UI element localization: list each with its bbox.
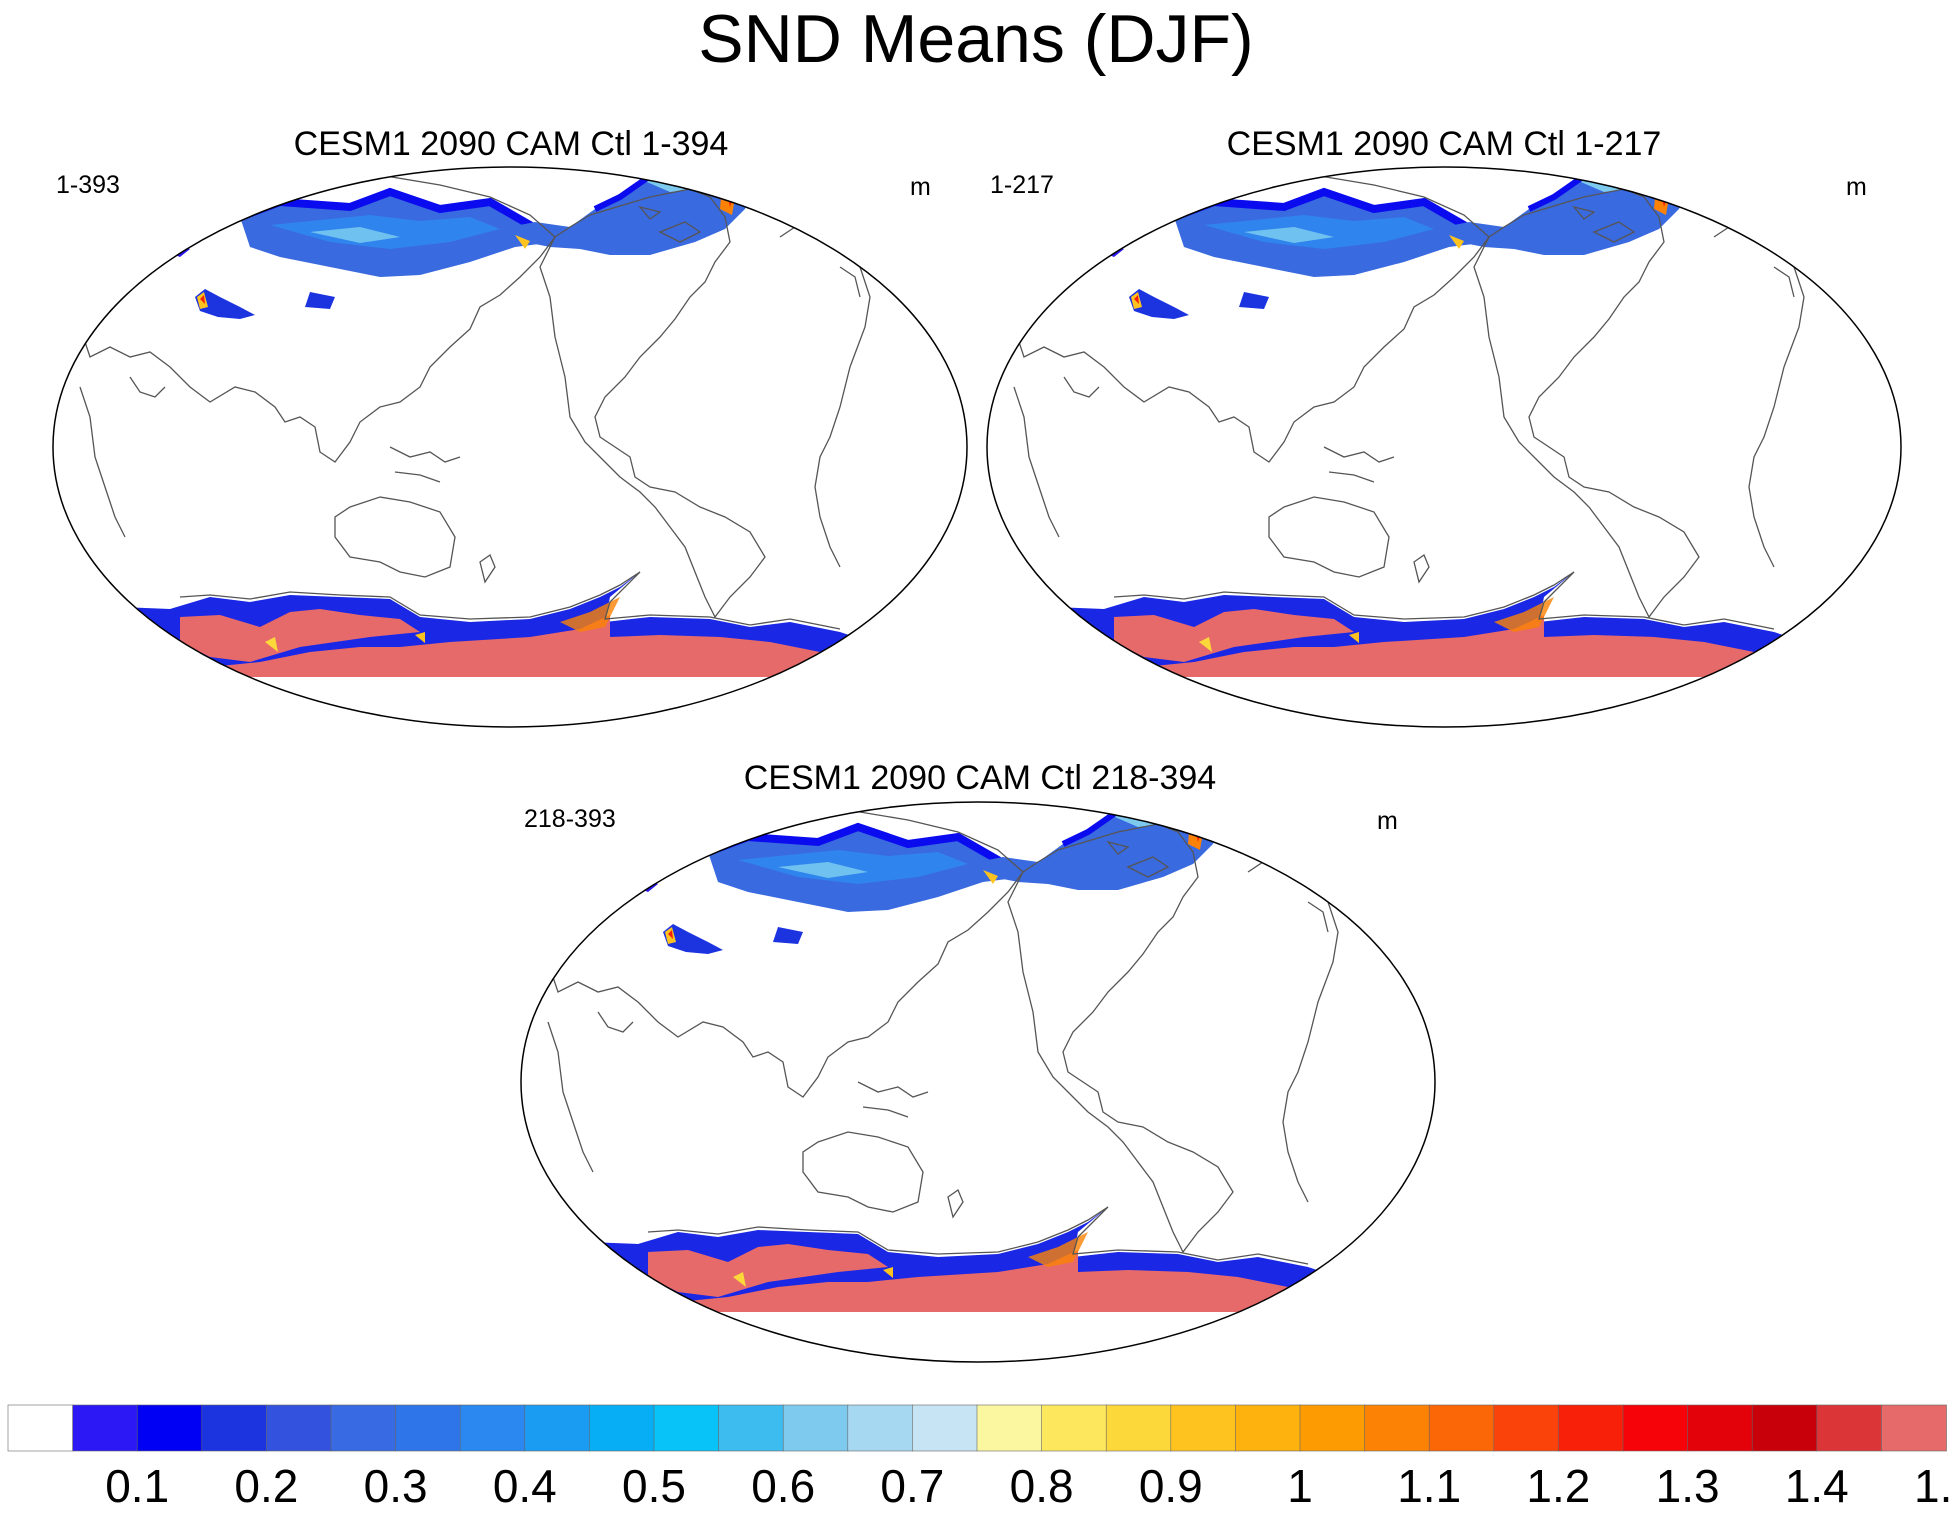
- panel-1-left-label: 1-393: [56, 171, 120, 199]
- map-panel-1: [52, 166, 968, 728]
- map-panel-2: [986, 166, 1902, 728]
- colorbar-tick-label: 0.1: [105, 1460, 170, 1512]
- colorbar-tick-label: 1: [1287, 1460, 1313, 1512]
- map-panel-3: [520, 801, 1436, 1363]
- colorbar-swatch: [1816, 1404, 1883, 1452]
- panel-1-units-label: m: [910, 173, 931, 201]
- colorbar-swatch: [395, 1404, 462, 1452]
- panel-3-units-label: m: [1377, 807, 1398, 835]
- colorbar: [7, 1404, 1947, 1452]
- colorbar-swatch: [718, 1404, 784, 1452]
- colorbar-swatch: [1299, 1404, 1366, 1452]
- colorbar-tick-label: 0.7: [880, 1460, 945, 1512]
- colorbar-tick-label: 0.5: [622, 1460, 686, 1512]
- colorbar-swatch: [1493, 1404, 1560, 1452]
- colorbar-swatch: [1687, 1404, 1753, 1452]
- colorbar-swatch: [589, 1404, 655, 1452]
- colorbar-tick-label: 1.1: [1397, 1460, 1462, 1512]
- colorbar-swatch: [1622, 1404, 1689, 1452]
- colorbar-swatch: [330, 1404, 397, 1452]
- colorbar-tick-label: 1.4: [1784, 1460, 1849, 1512]
- colorbar-swatch: [1170, 1404, 1237, 1452]
- colorbar-swatch: [847, 1404, 914, 1452]
- colorbar-tick-label: 0.9: [1138, 1460, 1203, 1512]
- colorbar-tick-label: 0.2: [234, 1460, 299, 1512]
- colorbar-swatch: [1041, 1404, 1107, 1452]
- panel-title-1: CESM1 2090 CAM Ctl 1-394: [293, 125, 729, 163]
- panel-2-units-label: m: [1846, 173, 1867, 201]
- colorbar-swatch: [7, 1404, 74, 1452]
- colorbar-swatch: [1881, 1404, 1947, 1452]
- colorbar-swatch: [1751, 1404, 1818, 1452]
- colorbar-swatch: [1105, 1404, 1172, 1452]
- colorbar-swatch: [524, 1404, 591, 1452]
- colorbar-swatch: [912, 1404, 978, 1452]
- colorbar-tick-label: 1.5: [1914, 1460, 1952, 1512]
- colorbar-tick-label: 1.3: [1655, 1460, 1720, 1512]
- colorbar-swatch: [266, 1404, 332, 1452]
- main-title: SND Means (DJF): [698, 1, 1254, 77]
- colorbar-swatch: [782, 1404, 849, 1452]
- colorbar-swatch: [72, 1404, 138, 1452]
- colorbar-tick-label: 0.3: [363, 1460, 428, 1512]
- colorbar-tick-label: 0.6: [751, 1460, 816, 1512]
- colorbar-swatch: [1235, 1404, 1301, 1452]
- colorbar-swatch: [459, 1404, 526, 1452]
- colorbar-swatch: [1558, 1404, 1624, 1452]
- panel-title-3: CESM1 2090 CAM Ctl 218-394: [743, 759, 1217, 797]
- colorbar-swatch: [1428, 1404, 1495, 1452]
- colorbar-swatch: [653, 1404, 720, 1452]
- colorbar-tick-label: 0.4: [492, 1460, 557, 1512]
- colorbar-tick-label: 1.2: [1526, 1460, 1591, 1512]
- panel-title-2: CESM1 2090 CAM Ctl 1-217: [1226, 125, 1662, 163]
- colorbar-tick-label: 0.8: [1009, 1460, 1074, 1512]
- panel-2-left-label: 1-217: [990, 171, 1054, 199]
- panel-3-left-label: 218-393: [524, 805, 616, 833]
- colorbar-swatch: [136, 1404, 203, 1452]
- colorbar-swatch: [201, 1404, 268, 1452]
- colorbar-swatch: [1364, 1404, 1430, 1452]
- colorbar-swatch: [976, 1404, 1043, 1452]
